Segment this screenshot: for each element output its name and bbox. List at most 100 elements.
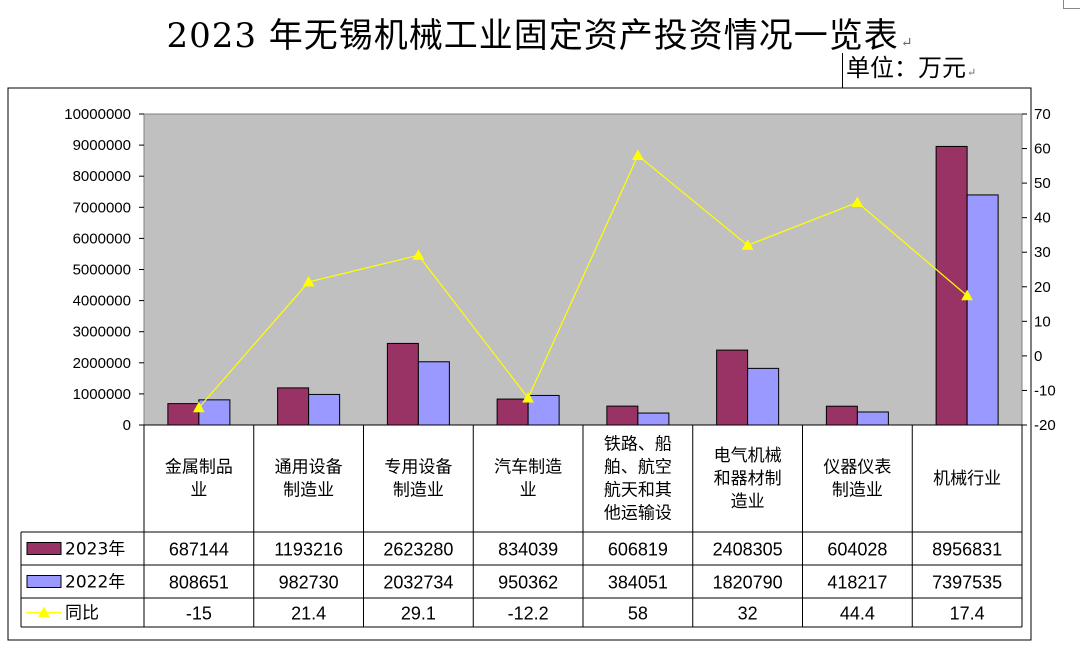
bar-2022年 xyxy=(966,194,999,426)
category-label-line: 机械行业 xyxy=(933,469,1001,489)
category-label: 铁路、船舶、航空航天和其他运输设 xyxy=(604,435,672,524)
category-label-line: 电气机械 xyxy=(714,446,782,466)
yoy-series-line xyxy=(198,154,968,409)
bar-2022年 xyxy=(417,361,450,426)
title-text: 2023 年无锡机械工业固定资产投资情况一览表 xyxy=(166,16,899,56)
legend-label: 2022年 xyxy=(65,573,125,593)
table-cell-value: 604028 xyxy=(827,540,887,560)
legend-key-2022年 xyxy=(26,575,62,588)
category-label-line: 业 xyxy=(520,481,537,501)
category-label: 机械行业 xyxy=(933,469,1001,489)
table-cell-value: 29.1 xyxy=(401,604,436,624)
data-table: 金属制品业通用设备制造业专用设备制造业汽车制造业铁路、船舶、航空航天和其他运输设… xyxy=(20,424,1023,628)
bar-2022年 xyxy=(308,393,341,426)
table-cell-value: 17.4 xyxy=(950,604,985,624)
table-cell-value: -15 xyxy=(186,604,212,624)
yoy-line xyxy=(193,149,973,413)
bar-2022年 xyxy=(637,412,670,426)
left-tick-label: 9000000 xyxy=(73,137,131,154)
table-cell-value: 58 xyxy=(628,604,648,624)
category-label-line: 汽车制造 xyxy=(494,458,562,478)
paragraph-mark-icon: ↵ xyxy=(900,35,914,51)
yoy-point-marker xyxy=(851,196,864,207)
right-tick-label: 10 xyxy=(1034,313,1051,330)
right-tick-label: -10 xyxy=(1034,382,1056,399)
table-cell-value: 2623280 xyxy=(383,540,453,560)
table-cell-value: 8956831 xyxy=(932,540,1002,560)
category-label: 电气机械和器材制造业 xyxy=(714,446,782,512)
bar-2023年 xyxy=(716,349,749,426)
bar-2023年 xyxy=(935,145,968,426)
left-tick-label: 5000000 xyxy=(73,262,131,279)
table-cell-value: 32 xyxy=(738,604,758,624)
category-label: 汽车制造业 xyxy=(494,458,562,501)
yoy-point-marker xyxy=(412,249,425,260)
table-cell-value: 2032734 xyxy=(383,573,453,593)
table-cell-value: 2408305 xyxy=(713,540,783,560)
category-label-line: 制造业 xyxy=(832,481,883,501)
bar-2023年 xyxy=(386,342,419,426)
page-title: 2023 年无锡机械工业固定资产投资情况一览表 ↵ xyxy=(0,8,1080,57)
right-tick-label: 20 xyxy=(1034,279,1051,296)
category-label-line: 造业 xyxy=(731,492,765,512)
legend-key-2023年 xyxy=(26,542,62,555)
legend-label: 2023年 xyxy=(65,540,125,560)
bar-2023年 xyxy=(277,387,310,426)
right-tick-label: 30 xyxy=(1034,244,1051,261)
yoy-point-marker xyxy=(193,401,205,413)
bar-2023年 xyxy=(825,405,858,426)
category-label-line: 他运输设 xyxy=(604,504,672,524)
category-label: 通用设备制造业 xyxy=(275,458,343,501)
table-cell-value: 418217 xyxy=(827,573,887,593)
table-cell-value: 44.4 xyxy=(840,604,875,624)
left-tick-label: 7000000 xyxy=(73,199,131,216)
category-label-line: 通用设备 xyxy=(275,458,343,478)
table-cell-value: 1820790 xyxy=(713,573,783,593)
table-cell-value: 950362 xyxy=(498,573,558,593)
left-tick-label: 4000000 xyxy=(73,293,131,310)
category-label-line: 专用设备 xyxy=(384,458,452,478)
category-label-line: 制造业 xyxy=(393,481,444,501)
yoy-point-marker xyxy=(522,392,534,403)
right-tick-label: 0 xyxy=(1034,348,1042,365)
table-cell-value: 384051 xyxy=(608,573,668,593)
table-cell-value: 687144 xyxy=(169,540,229,560)
unit-text: 单位：万元 xyxy=(846,54,966,82)
bar-2022年 xyxy=(527,394,560,426)
right-tick-label: 60 xyxy=(1034,141,1051,158)
category-label-line: 舶、航空 xyxy=(604,458,672,478)
right-tick-label: 40 xyxy=(1034,210,1051,227)
bar-2022年 xyxy=(198,399,231,426)
bar-2022年 xyxy=(747,367,780,426)
right-tick-label: -20 xyxy=(1034,417,1056,434)
left-tick-label: 0 xyxy=(123,417,131,434)
category-label-line: 金属制品 xyxy=(165,458,233,478)
table-cell-value: 606819 xyxy=(608,540,668,560)
table-cell-value: -12.2 xyxy=(508,604,549,624)
axes: 0 1000000 2000000 3000000 4000000 5000000 6000… xyxy=(64,106,1055,434)
category-label-line: 铁路、船 xyxy=(604,435,672,455)
bar-2023年 xyxy=(606,405,639,426)
bar-2022年 xyxy=(856,411,889,426)
category-label: 金属制品业 xyxy=(165,458,233,501)
left-tick-label: 6000000 xyxy=(73,230,131,247)
category-label: 仪器仪表制造业 xyxy=(823,458,891,501)
yoy-point-marker xyxy=(632,149,644,160)
right-tick-label: 70 xyxy=(1034,106,1051,123)
left-tick-label: 8000000 xyxy=(73,168,131,185)
category-label: 专用设备制造业 xyxy=(384,458,452,501)
yoy-point-marker xyxy=(961,289,973,301)
paragraph-mark-icon: ↵ xyxy=(967,66,977,79)
table-cell-value: 808651 xyxy=(169,573,229,593)
table-cell-value: 7397535 xyxy=(932,573,1002,593)
left-tick-label: 2000000 xyxy=(73,355,131,372)
unit-label: 单位：万元↵ xyxy=(842,53,976,88)
table-cell-value: 21.4 xyxy=(291,604,326,624)
table-cell-value: 982730 xyxy=(279,573,339,593)
chart-frame xyxy=(7,87,1032,641)
legend-label: 同比 xyxy=(65,604,99,624)
category-label-line: 航天和其 xyxy=(604,481,672,501)
right-tick-label: 50 xyxy=(1034,175,1051,192)
legend-key-marker xyxy=(38,606,50,617)
